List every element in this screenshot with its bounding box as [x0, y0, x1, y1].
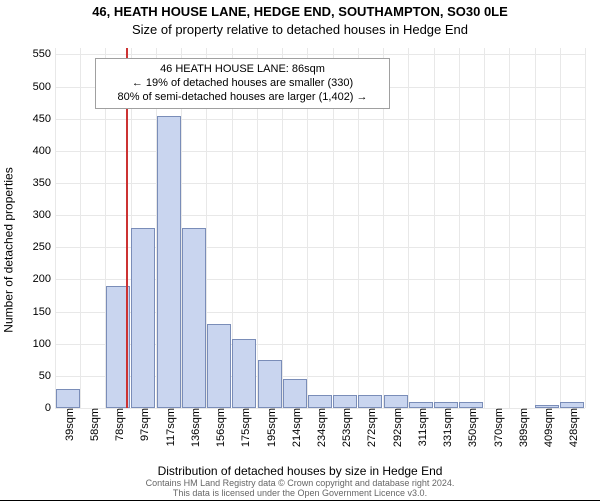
x-tick-label: 272sqm [362, 408, 378, 447]
x-tick-label: 175sqm [236, 408, 252, 447]
gridline-v [585, 48, 586, 408]
y-tick-label: 300 [33, 209, 55, 221]
histogram-bar [333, 395, 357, 408]
histogram-bar [409, 402, 433, 408]
gridline-h [55, 151, 585, 152]
x-tick-label: 136sqm [186, 408, 202, 447]
x-tick-label: 253sqm [337, 408, 353, 447]
histogram-bar [384, 395, 408, 408]
y-tick-label: 350 [33, 177, 55, 189]
x-tick-label: 409sqm [539, 408, 555, 447]
annotation-line: ← 19% of detached houses are smaller (33… [104, 77, 381, 91]
attribution-text: Contains HM Land Registry data © Crown c… [0, 478, 600, 498]
x-tick-label: 195sqm [262, 408, 278, 447]
histogram-bar [56, 389, 80, 408]
histogram-bar [308, 395, 332, 408]
gridline-v [509, 48, 510, 408]
histogram-bar [207, 324, 231, 408]
x-tick-label: 58sqm [85, 408, 101, 441]
gridline-h [55, 54, 585, 55]
x-axis-label: Distribution of detached houses by size … [0, 464, 600, 478]
gridline-h [55, 119, 585, 120]
gridline-h [55, 215, 585, 216]
y-tick-label: 250 [33, 241, 55, 253]
y-axis-label-text: Number of detached properties [2, 167, 16, 332]
x-tick-label: 389sqm [514, 408, 530, 447]
gridline-h [55, 183, 585, 184]
gridline-v [80, 48, 81, 408]
y-tick-label: 400 [33, 145, 55, 157]
y-tick-label: 100 [33, 338, 55, 350]
x-tick-label: 234sqm [312, 408, 328, 447]
histogram-bar [258, 360, 282, 408]
y-tick-label: 50 [39, 370, 55, 382]
x-tick-label: 97sqm [135, 408, 151, 441]
x-tick-label: 331sqm [438, 408, 454, 447]
x-tick-label: 311sqm [413, 408, 429, 446]
chart-title-line2: Size of property relative to detached ho… [0, 22, 600, 37]
y-axis-label: Number of detached properties [0, 0, 18, 500]
histogram-bar [535, 405, 559, 408]
y-tick-label: 150 [33, 306, 55, 318]
histogram-bar [131, 228, 155, 408]
x-tick-label: 214sqm [287, 408, 303, 447]
histogram-bar [459, 402, 483, 408]
gridline-v [560, 48, 561, 408]
y-tick-label: 550 [33, 48, 55, 60]
annotation-box: 46 HEATH HOUSE LANE: 86sqm← 19% of detac… [95, 58, 390, 109]
x-tick-label: 78sqm [110, 408, 126, 441]
gridline-v [535, 48, 536, 408]
annotation-line: 80% of semi-detached houses are larger (… [104, 91, 381, 105]
chart-container: 46, HEATH HOUSE LANE, HEDGE END, SOUTHAM… [0, 0, 600, 500]
gridline-v [484, 48, 485, 408]
gridline-v [459, 48, 460, 408]
x-tick-label: 350sqm [463, 408, 479, 447]
x-tick-label: 39sqm [60, 408, 76, 441]
histogram-bar [560, 402, 584, 408]
chart-title-line1: 46, HEATH HOUSE LANE, HEDGE END, SOUTHAM… [0, 4, 600, 19]
y-tick-label: 450 [33, 113, 55, 125]
gridline-v [55, 48, 56, 408]
histogram-bar [283, 379, 307, 408]
gridline-v [408, 48, 409, 408]
x-tick-label: 428sqm [564, 408, 580, 447]
x-tick-label: 156sqm [211, 408, 227, 447]
x-tick-label: 292sqm [388, 408, 404, 447]
histogram-bar [182, 228, 206, 408]
histogram-bar [434, 402, 458, 408]
y-tick-label: 200 [33, 273, 55, 285]
annotation-line: 46 HEATH HOUSE LANE: 86sqm [104, 63, 381, 77]
y-tick-label: 500 [33, 81, 55, 93]
histogram-bar [358, 395, 382, 408]
histogram-bar [157, 116, 181, 409]
gridline-v [434, 48, 435, 408]
x-tick-label: 117sqm [161, 408, 177, 446]
x-tick-label: 370sqm [489, 408, 505, 447]
y-tick-label: 0 [45, 402, 55, 414]
histogram-bar [232, 339, 256, 408]
plot-area: 05010015020025030035040045050055039sqm58… [55, 48, 585, 408]
